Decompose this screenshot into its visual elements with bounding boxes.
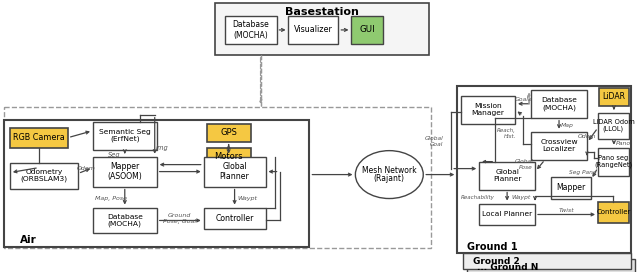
- Text: Controller: Controller: [216, 214, 254, 223]
- Text: Controller: Controller: [596, 209, 630, 215]
- Text: Air: Air: [20, 235, 36, 245]
- Text: Odometry
(ORBSLAM3): Odometry (ORBSLAM3): [20, 169, 67, 182]
- Bar: [551, 177, 591, 198]
- Text: Mapper
(ASOOM): Mapper (ASOOM): [108, 162, 142, 181]
- Bar: [461, 96, 515, 124]
- Text: GUI: GUI: [360, 25, 375, 34]
- Text: Seg: Seg: [108, 152, 120, 158]
- Bar: [204, 157, 266, 186]
- Bar: [4, 107, 431, 248]
- Text: Ground: Ground: [168, 213, 191, 218]
- Bar: [207, 124, 251, 142]
- Text: LiDAR: LiDAR: [602, 92, 625, 101]
- Text: Reach,
Hist.: Reach, Hist.: [497, 128, 516, 139]
- Bar: [479, 162, 535, 189]
- Bar: [204, 207, 266, 229]
- Bar: [598, 113, 629, 139]
- Ellipse shape: [355, 151, 423, 198]
- Bar: [289, 16, 339, 44]
- Bar: [207, 148, 251, 166]
- Text: Semantic Seg
(ErfNet): Semantic Seg (ErfNet): [99, 129, 150, 143]
- Text: Twist: Twist: [559, 208, 575, 213]
- Text: Goals: Goals: [515, 97, 532, 102]
- Text: Visualizer: Visualizer: [294, 25, 333, 34]
- Bar: [10, 128, 68, 148]
- Text: Map: Map: [561, 123, 573, 128]
- Text: Local Planner: Local Planner: [482, 212, 532, 218]
- Text: Ground 2: Ground 2: [473, 257, 520, 266]
- Text: Pano: Pano: [615, 141, 630, 146]
- Bar: [457, 86, 631, 253]
- Text: Odom: Odom: [76, 166, 95, 171]
- Text: Mesh Network: Mesh Network: [362, 166, 417, 175]
- Bar: [531, 132, 587, 160]
- Text: Map, Pose: Map, Pose: [95, 196, 127, 201]
- Text: GPS: GPS: [220, 128, 237, 137]
- Bar: [467, 259, 635, 273]
- Bar: [93, 122, 157, 150]
- Bar: [531, 90, 587, 118]
- Bar: [93, 157, 157, 186]
- Bar: [225, 16, 276, 44]
- Text: Odom: Odom: [577, 134, 596, 139]
- Text: RGB Camera: RGB Camera: [13, 133, 65, 142]
- Bar: [479, 203, 535, 225]
- Text: Database
(MOCHA): Database (MOCHA): [232, 20, 269, 40]
- Bar: [214, 3, 429, 55]
- Text: Mission
Manager: Mission Manager: [472, 103, 504, 116]
- Bar: [4, 120, 310, 247]
- Text: Pano seg
(RangeNet): Pano seg (RangeNet): [595, 155, 632, 168]
- Text: Global
Planner: Global Planner: [220, 162, 250, 181]
- Text: Seg Pano: Seg Pano: [570, 170, 597, 175]
- Bar: [598, 201, 629, 224]
- Text: Global
Goal: Global Goal: [424, 136, 444, 147]
- Text: Crossview
Localizer: Crossview Localizer: [540, 139, 578, 152]
- Text: Img: Img: [156, 145, 168, 151]
- Text: ... Ground N: ... Ground N: [477, 263, 538, 272]
- Text: Ground 1: Ground 1: [467, 242, 518, 253]
- Text: Database
(MOCHA): Database (MOCHA): [541, 97, 577, 111]
- Text: LiDAR Odom
(LLOL): LiDAR Odom (LLOL): [593, 119, 634, 132]
- Text: Mapper: Mapper: [556, 183, 586, 192]
- Text: Waypt: Waypt: [237, 196, 257, 201]
- Text: Global
Planner: Global Planner: [493, 169, 522, 182]
- Text: Waypt: Waypt: [511, 195, 531, 200]
- Bar: [351, 16, 383, 44]
- Text: Basestation: Basestation: [285, 7, 359, 17]
- Text: Reachability: Reachability: [461, 195, 495, 200]
- Bar: [598, 148, 629, 176]
- Bar: [463, 253, 631, 269]
- Text: (Rajant): (Rajant): [374, 174, 405, 183]
- Text: Pose, Goal: Pose, Goal: [163, 219, 196, 224]
- Text: Motors: Motors: [214, 152, 243, 161]
- Bar: [93, 207, 157, 233]
- Text: Database
(MOCHA): Database (MOCHA): [107, 214, 143, 227]
- Bar: [599, 88, 629, 106]
- Text: Global
Pose: Global Pose: [515, 159, 533, 170]
- Bar: [10, 163, 78, 189]
